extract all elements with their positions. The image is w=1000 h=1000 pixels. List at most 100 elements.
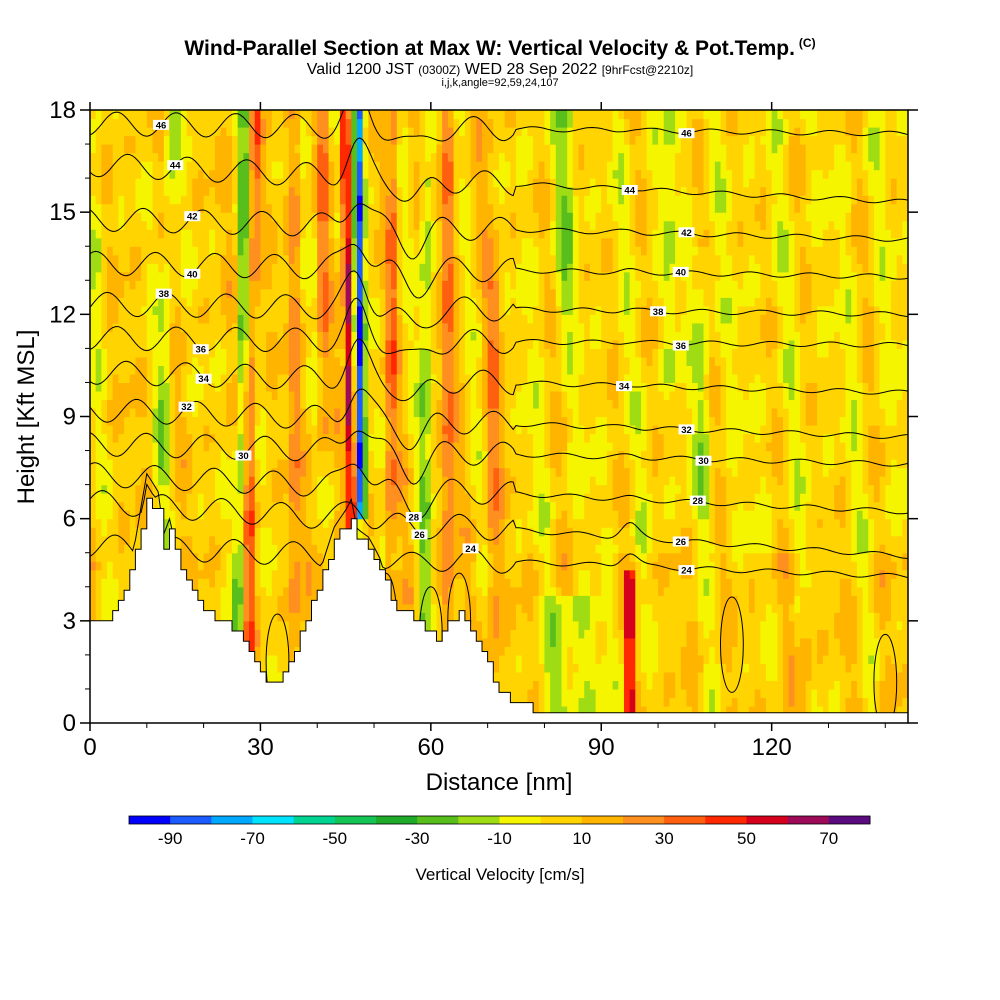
velocity-cell <box>436 595 443 605</box>
velocity-cell <box>260 237 267 247</box>
velocity-cell <box>254 578 262 588</box>
velocity-cell <box>334 467 341 477</box>
velocity-cell <box>339 161 347 171</box>
velocity-cell <box>197 220 205 230</box>
velocity-cell <box>317 544 324 554</box>
velocity-cell <box>328 493 335 503</box>
velocity-cell <box>163 186 171 196</box>
velocity-cell <box>447 467 455 477</box>
velocity-cell <box>447 518 455 528</box>
velocity-cell <box>129 510 137 520</box>
velocity-cell <box>300 271 307 281</box>
velocity-cell <box>277 407 284 418</box>
velocity-cell <box>351 152 358 162</box>
velocity-cell <box>408 442 415 452</box>
velocity-cell <box>107 178 114 188</box>
velocity-cell <box>169 288 176 298</box>
velocity-cell <box>271 339 279 349</box>
velocity-cell <box>470 467 477 477</box>
velocity-cell <box>237 476 244 486</box>
velocity-cell <box>447 356 455 367</box>
velocity-cell <box>175 535 182 545</box>
velocity-cell <box>135 186 142 196</box>
velocity-cell <box>146 229 154 239</box>
velocity-cell <box>107 254 114 264</box>
velocity-cell <box>339 152 347 162</box>
velocity-cell <box>345 467 352 477</box>
velocity-cell <box>260 595 267 605</box>
velocity-cell <box>470 195 477 205</box>
velocity-cell <box>197 535 205 545</box>
velocity-cell <box>442 459 449 469</box>
velocity-cell <box>362 416 369 426</box>
velocity-cell <box>464 356 472 367</box>
velocity-cell <box>425 348 432 358</box>
velocity-cell <box>95 297 102 307</box>
velocity-cell <box>118 433 125 443</box>
velocity-cell <box>288 118 296 128</box>
velocity-cell <box>322 195 330 205</box>
velocity-cell <box>129 178 137 188</box>
velocity-cell <box>396 399 404 409</box>
velocity-cell <box>339 416 347 426</box>
velocity-cell <box>141 450 148 460</box>
velocity-cell <box>197 195 205 205</box>
velocity-cell <box>283 484 290 494</box>
velocity-cell <box>368 348 375 358</box>
velocity-cell <box>141 169 148 179</box>
velocity-cell <box>95 467 102 477</box>
velocity-cell <box>408 535 415 545</box>
velocity-cell <box>146 390 154 401</box>
velocity-cell <box>175 518 182 528</box>
velocity-cell <box>90 212 97 222</box>
velocity-cell <box>356 118 364 128</box>
velocity-cell <box>169 297 176 307</box>
velocity-cell <box>470 399 477 409</box>
velocity-cell <box>300 595 307 605</box>
velocity-cell <box>288 603 296 613</box>
velocity-cell <box>129 450 137 460</box>
velocity-cell <box>419 220 426 230</box>
velocity-cell <box>294 144 301 154</box>
velocity-cell <box>226 254 233 264</box>
velocity-cell <box>305 544 313 554</box>
velocity-cell <box>135 178 142 188</box>
velocity-cell <box>152 161 159 171</box>
velocity-cell <box>436 586 443 596</box>
velocity-cell <box>107 433 114 443</box>
velocity-cell <box>112 569 119 579</box>
velocity-cell <box>464 110 472 120</box>
velocity-cell <box>101 442 108 452</box>
velocity-cell <box>385 425 392 435</box>
velocity-cell <box>214 493 222 503</box>
velocity-cell <box>163 450 171 460</box>
velocity-cell <box>163 203 171 213</box>
velocity-cell <box>214 425 222 435</box>
velocity-cell <box>249 612 256 622</box>
velocity-cell <box>339 186 347 196</box>
velocity-cell <box>300 373 307 384</box>
velocity-cell <box>442 382 449 392</box>
velocity-cell <box>214 169 222 179</box>
velocity-cell <box>430 169 438 179</box>
velocity-cell <box>442 569 449 579</box>
velocity-cell <box>288 612 296 622</box>
velocity-cell <box>436 561 443 571</box>
velocity-cell <box>334 246 341 256</box>
velocity-cell <box>436 612 443 622</box>
velocity-cell <box>260 433 267 443</box>
velocity-cell <box>442 144 449 154</box>
velocity-cell <box>339 493 347 503</box>
velocity-cell <box>351 476 358 486</box>
velocity-cell <box>266 365 273 375</box>
velocity-cell <box>402 407 409 418</box>
velocity-cell <box>254 161 262 171</box>
velocity-cell <box>271 195 279 205</box>
velocity-cell <box>254 229 262 239</box>
velocity-cell <box>464 135 472 145</box>
velocity-cell <box>249 569 256 579</box>
velocity-cell <box>271 331 279 341</box>
velocity-cell <box>220 280 227 290</box>
velocity-cell <box>447 280 455 290</box>
velocity-cell <box>379 544 386 554</box>
